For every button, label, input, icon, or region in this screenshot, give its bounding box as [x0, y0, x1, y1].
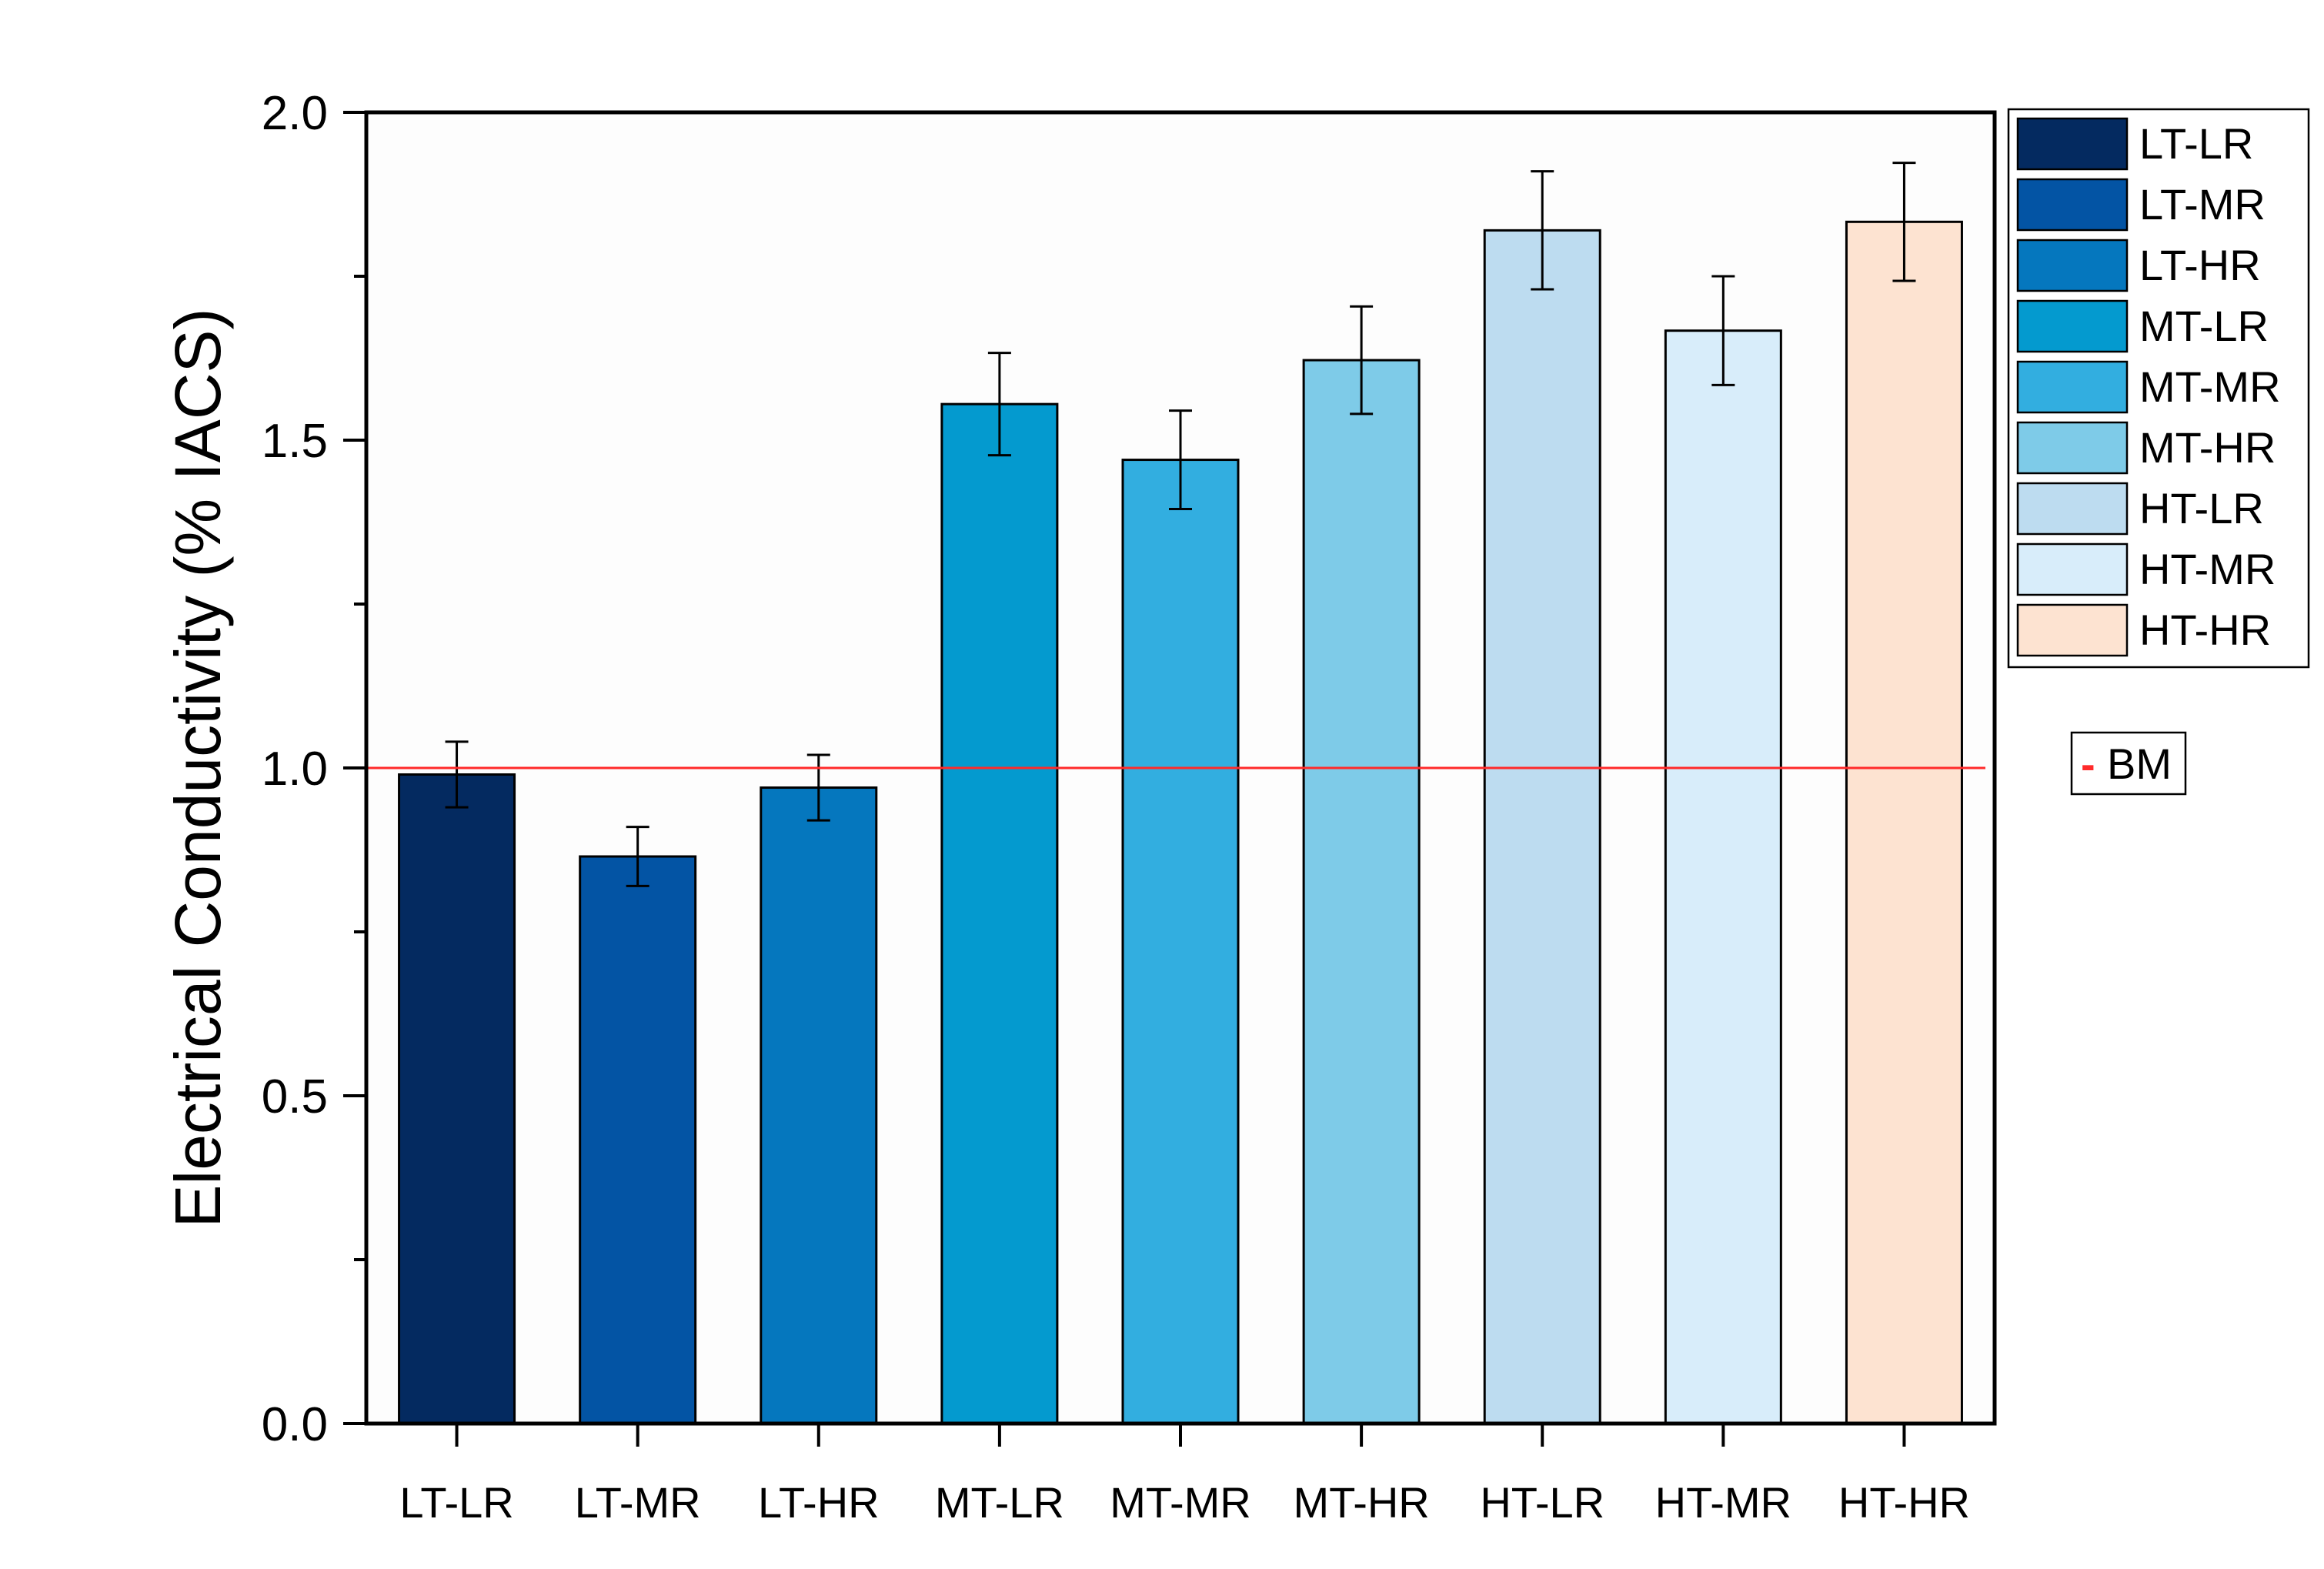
x-tick-label: LT-LR — [399, 1478, 513, 1527]
bar-ht-lr — [1483, 229, 1601, 1425]
legend-label: LT-MR — [2139, 180, 2266, 229]
reference-line-legend: - BM — [2070, 731, 2187, 796]
bar-lt-lr — [398, 773, 516, 1425]
bm-legend-box — [2070, 731, 2187, 796]
legend-label: MT-HR — [2139, 423, 2276, 472]
legend: LT-LR LT-MR LT-HR MT-LR MT-MR MT-HR HT-LR HT-MR… — [2007, 108, 2310, 669]
legend-swatch — [2016, 603, 2129, 657]
legend-label: HT-HR — [2139, 606, 2271, 654]
bar-ht-hr — [1845, 220, 1963, 1425]
legend-label: LT-LR — [2139, 119, 2253, 168]
legend-label: LT-HR — [2139, 241, 2261, 289]
x-tick-label: LT-MR — [575, 1478, 701, 1527]
bm-legend-label: BM — [2107, 739, 2172, 788]
y-axis: 0.0 0.5 1.0 1.5 2.0 — [262, 87, 366, 1451]
x-tick-label: LT-HR — [758, 1478, 880, 1527]
bar-lt-hr — [760, 786, 878, 1425]
legend-swatch — [2016, 421, 2129, 475]
legend-swatch — [2016, 117, 2129, 171]
legend-swatch — [2016, 178, 2129, 232]
y-tick-label: 0.0 — [262, 1398, 328, 1451]
bar-lt-mr — [579, 855, 697, 1425]
bar-mt-lr — [940, 402, 1059, 1425]
x-tick-label: MT-LR — [935, 1478, 1064, 1527]
x-tick-label: HT-LR — [1480, 1478, 1604, 1527]
bar-ht-mr — [1664, 329, 1782, 1425]
y-tick-label: 1.5 — [262, 415, 328, 468]
legend-label: MT-MR — [2139, 362, 2281, 411]
legend-swatch — [2016, 360, 2129, 414]
legend-label: MT-LR — [2139, 302, 2269, 350]
legend-swatch — [2016, 542, 2129, 596]
y-tick-label: 1.0 — [262, 743, 328, 796]
y-tick-label: 0.5 — [262, 1070, 328, 1123]
x-tick-label: HT-HR — [1838, 1478, 1970, 1527]
legend-swatch — [2016, 239, 2129, 292]
bm-legend-marker: - — [2081, 739, 2095, 788]
legend-swatch — [2016, 482, 2129, 536]
bar-mt-mr — [1121, 459, 1240, 1425]
x-axis: LT-LR LT-MR LT-HR MT-LR MT-MR MT-HR HT-LR HT-MR… — [399, 1424, 1970, 1527]
bar-mt-hr — [1302, 359, 1421, 1425]
x-tick-label: MT-HR — [1293, 1478, 1429, 1527]
y-axis-label: Electrical Conductivity (% IACS) — [162, 309, 234, 1228]
y-tick-label: 2.0 — [262, 87, 328, 140]
x-tick-label: MT-MR — [1110, 1478, 1251, 1527]
x-tick-label: HT-MR — [1655, 1478, 1791, 1527]
legend-label: HT-MR — [2139, 545, 2276, 593]
error-bars-group — [445, 162, 1916, 887]
legend-swatch — [2016, 299, 2129, 353]
legend-label: HT-LR — [2139, 484, 2264, 532]
